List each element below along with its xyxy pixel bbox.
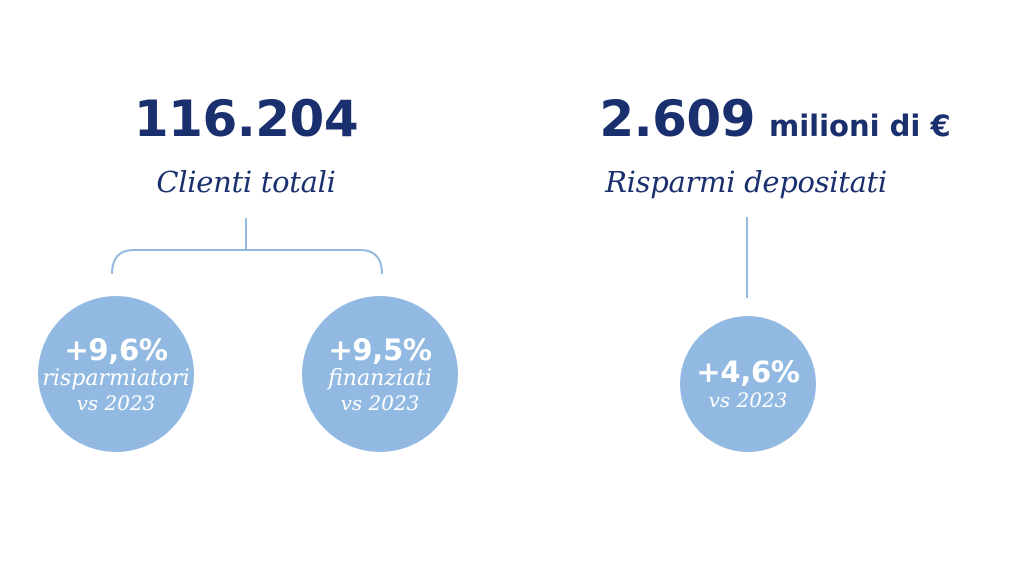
clients-total-value: 116.204 bbox=[133, 90, 359, 148]
savings-total-value: 2.609 milioni di € bbox=[560, 90, 990, 148]
savings-growth-value: +4,6% bbox=[696, 355, 800, 389]
savings-amount: 2.609 bbox=[599, 90, 756, 148]
clients-bracket bbox=[111, 249, 383, 275]
savings-caption: Risparmi depositati bbox=[605, 165, 887, 199]
financed-label: finanziati bbox=[328, 365, 432, 391]
savers-comparison: vs 2023 bbox=[76, 390, 156, 415]
savers-growth-value: +9,6% bbox=[64, 332, 168, 367]
savings-growth-bubble: +4,6% vs 2023 bbox=[680, 316, 816, 452]
savers-label: risparmiatori bbox=[42, 365, 190, 391]
clients-total-caption: Clienti totali bbox=[156, 165, 336, 199]
financed-growth-value: +9,5% bbox=[328, 332, 432, 367]
savings-comparison: vs 2023 bbox=[708, 388, 788, 412]
savers-growth-bubble: +9,6% risparmiatori vs 2023 bbox=[38, 296, 194, 452]
financed-comparison: vs 2023 bbox=[340, 390, 420, 415]
savings-unit: milioni di € bbox=[769, 109, 951, 143]
financed-growth-bubble: +9,5% finanziati vs 2023 bbox=[302, 296, 458, 452]
